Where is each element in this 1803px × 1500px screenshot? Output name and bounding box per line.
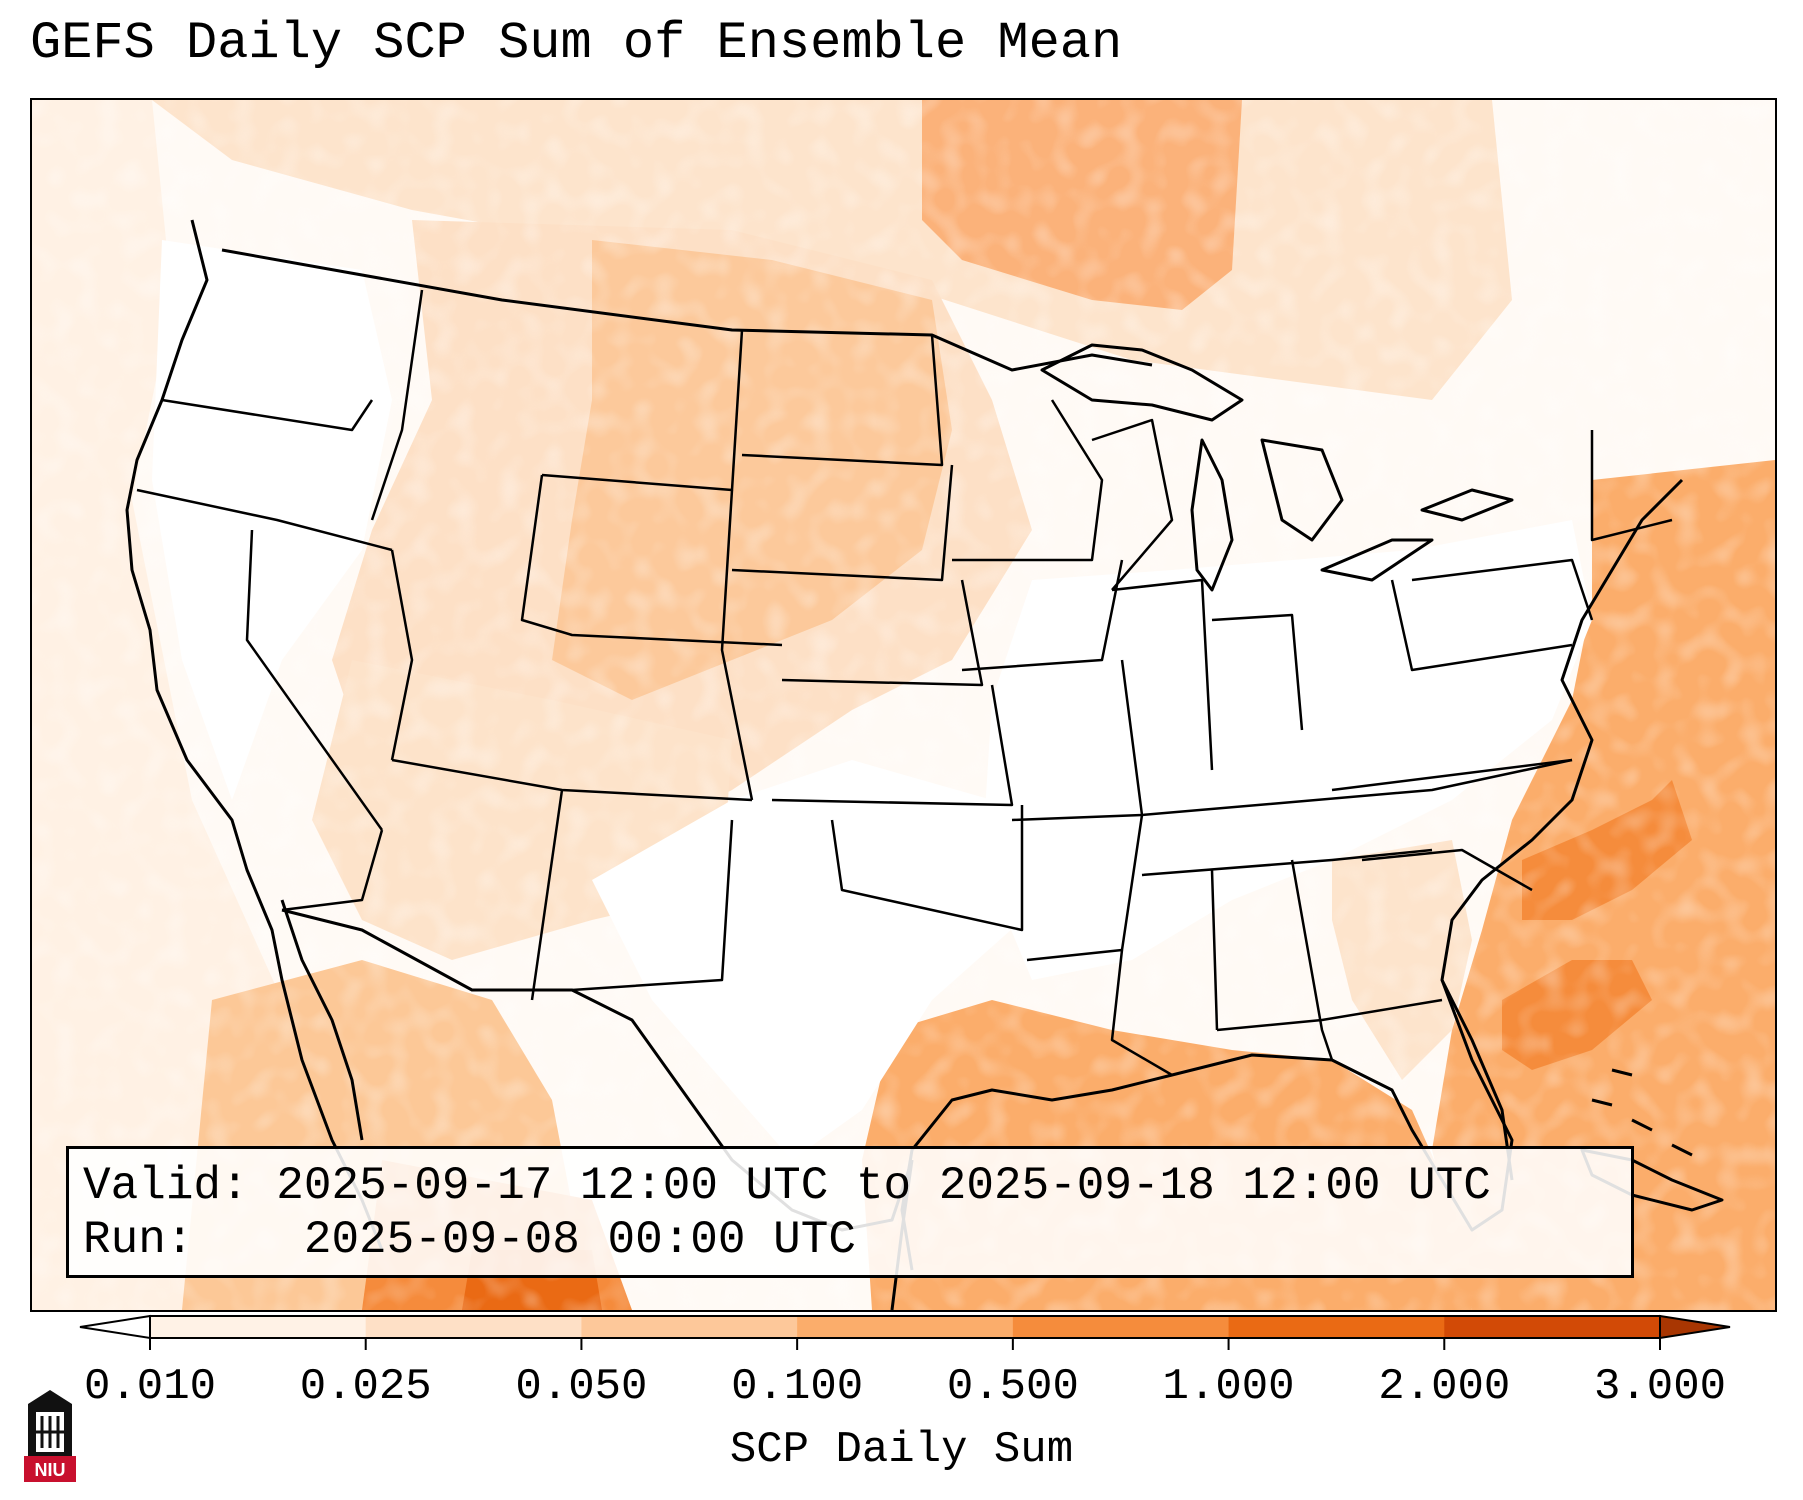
scp-field xyxy=(32,100,1775,1310)
state-line-tn-ky xyxy=(1141,758,1573,817)
state-line-ny-new-england xyxy=(1590,430,1673,542)
state-line-ga-fl xyxy=(1216,998,1443,1032)
valid-value: 2025-09-17 12:00 UTC to 2025-09-18 12:00… xyxy=(276,1160,1491,1212)
state-line-oh-pa xyxy=(1390,579,1573,672)
state-line-id-west xyxy=(370,289,424,521)
colorbar-segment xyxy=(150,1316,367,1338)
colorbar-over-arrow xyxy=(1659,1314,1731,1340)
logo-banner xyxy=(24,1456,76,1482)
colorbar-tick-label: 0.050 xyxy=(515,1362,647,1412)
state-line-la-ms xyxy=(1110,949,1173,1077)
run-value: 2025-09-08 00:00 UTC xyxy=(303,1214,856,1266)
state-line-ne-ks xyxy=(781,579,984,687)
colorbar-outline xyxy=(149,1315,1661,1339)
colorbar-tick-label: 0.500 xyxy=(947,1362,1079,1412)
colorbar-tick-label: 0.100 xyxy=(731,1362,863,1412)
state-line-in-oh xyxy=(1211,613,1304,731)
state-line-ok-tx xyxy=(830,805,1024,932)
state-line-tn-south xyxy=(1141,848,1433,877)
colorbar-segment xyxy=(1012,1316,1230,1338)
state-line-ia-mo xyxy=(961,559,1124,672)
state-line-ks-ok xyxy=(771,684,1014,807)
colorbar-label: SCP Daily Sum xyxy=(729,1425,1074,1475)
map-canvas xyxy=(32,100,1775,1310)
state-line-va-nc xyxy=(1331,758,1573,792)
logo-window-bars xyxy=(36,1416,64,1448)
run-row: Run: 2025-09-08 00:00 UTC xyxy=(83,1213,1631,1267)
state-line-ca-nv xyxy=(245,529,384,831)
map-area xyxy=(30,98,1777,1312)
state-line-ms-al xyxy=(1210,869,1219,1031)
state-line-co-east xyxy=(720,489,754,801)
colorbar-segment xyxy=(1444,1316,1661,1338)
state-line-wi-mi xyxy=(1091,418,1174,591)
state-line-sd-ne xyxy=(731,464,954,582)
colorbar-tick-label: 2.000 xyxy=(1378,1362,1510,1412)
state-line-al-ga xyxy=(1290,859,1334,1061)
state-line-pa-ny xyxy=(1411,558,1594,621)
lake-erie xyxy=(1320,538,1434,582)
lake-huron xyxy=(1260,438,1344,542)
state-line-nv-ut xyxy=(390,549,414,761)
valid-row: Valid: 2025-09-17 12:00 UTC to 2025-09-1… xyxy=(83,1159,1631,1213)
state-line-az-nm xyxy=(530,789,564,1001)
run-label: Run: xyxy=(83,1214,194,1266)
state-lines xyxy=(136,289,1673,1077)
lake-michigan xyxy=(1190,438,1234,592)
state-line-tx-nm xyxy=(571,819,734,992)
colorbar-tick-label: 1.000 xyxy=(1163,1362,1295,1412)
colorbar-segment xyxy=(581,1316,798,1338)
colorbar-segment xyxy=(797,1316,1014,1338)
colorbar-segment xyxy=(1228,1316,1445,1338)
state-line-mn-ia xyxy=(952,399,1104,562)
state-line-nd-sd xyxy=(741,334,944,467)
colorbar-under-arrow xyxy=(79,1314,151,1340)
state-line-il-in xyxy=(1111,578,1214,771)
colorbar-tick-label: 3.000 xyxy=(1594,1362,1726,1412)
valid-run-info-box: Valid: 2025-09-17 12:00 UTC to 2025-09-1… xyxy=(66,1146,1634,1278)
colorbar-segment xyxy=(365,1316,582,1338)
colorbar-tick-label: 0.010 xyxy=(84,1362,216,1412)
colorbar-ticks: 0.010 0.025 0.050 0.100 0.500 1.000 2.000 3.000 xyxy=(84,1338,1726,1412)
colorbar-segments xyxy=(79,1314,1731,1340)
valid-label: Valid: xyxy=(83,1160,249,1212)
lake-ontario xyxy=(1420,488,1514,522)
map-title: GEFS Daily SCP Sum of Ensemble Mean xyxy=(30,14,1123,73)
colorbar: 0.010 0.025 0.050 0.100 0.500 1.000 2.000 3.000 xyxy=(79,1314,1731,1412)
state-line-az-ca xyxy=(281,829,384,912)
state-line-wa-or xyxy=(161,398,374,432)
pacific-coastline xyxy=(125,219,384,1251)
logo-text: NIU xyxy=(35,1460,66,1480)
state-line-or-ca-nv xyxy=(136,488,393,552)
state-line-wy-co-ut xyxy=(520,474,783,647)
field-speckle xyxy=(32,100,1775,1310)
niu-logo-icon: NIU xyxy=(24,1390,76,1482)
state-line-nc-sc xyxy=(1361,848,1533,892)
bahamas-islands xyxy=(1591,1068,1693,1157)
atlantic-coastline xyxy=(1440,478,1684,1181)
baja-coastline xyxy=(280,899,364,1141)
lake-superior xyxy=(1040,343,1244,422)
boundaries xyxy=(125,219,1724,1310)
colorbar-tick-label: 0.025 xyxy=(300,1362,432,1412)
